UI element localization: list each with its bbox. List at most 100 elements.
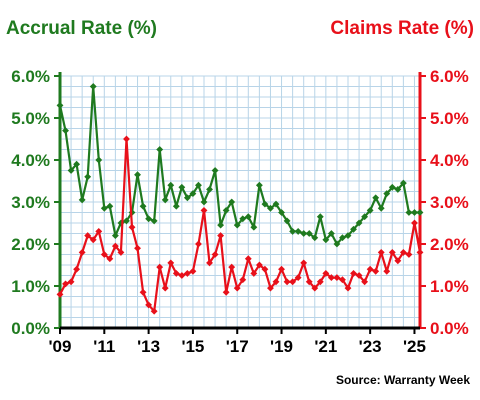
accrual-point: [405, 209, 413, 216]
claims-point: [278, 265, 285, 273]
claims-point: [372, 267, 380, 275]
accrual-point: [283, 217, 291, 225]
claims-point: [178, 272, 186, 279]
accrual-point: [67, 167, 75, 174]
accrual-point: [278, 209, 285, 216]
x-tick-label: '17: [226, 337, 249, 356]
source-note: Source: Warranty Week: [336, 373, 470, 387]
claims-point: [244, 255, 252, 263]
x-tick-label: '13: [137, 337, 160, 356]
claims-point: [255, 261, 263, 269]
claims-point: [316, 278, 324, 286]
claims-point: [294, 274, 302, 282]
accrual-point: [289, 227, 297, 235]
accrual-point: [206, 185, 213, 193]
accrual-point: [200, 198, 208, 206]
right-tick-label: 3.0%: [430, 193, 469, 212]
accrual-point: [84, 173, 92, 181]
accrual-point: [294, 227, 302, 235]
claims-point: [89, 236, 97, 244]
claims-point: [150, 307, 158, 315]
claims-point: [350, 269, 357, 277]
right-tick-label: 2.0%: [430, 235, 469, 254]
left-tick-label: 2.0%: [11, 235, 50, 254]
accrual-point: [350, 225, 357, 233]
accrual-point: [272, 200, 280, 208]
claims-point: [333, 274, 341, 282]
claims-point: [206, 259, 213, 267]
claims-point: [267, 284, 274, 292]
x-tick-label: '09: [49, 337, 72, 356]
accrual-point: [255, 181, 263, 189]
accrual-point: [377, 204, 385, 212]
right-tick-label: 5.0%: [430, 109, 469, 128]
right-tick-label: 1.0%: [430, 277, 469, 296]
claims-point: [78, 248, 86, 256]
accrual-point: [228, 198, 236, 206]
claims-point: [339, 276, 346, 284]
x-tick-label: '21: [314, 337, 337, 356]
claims-point: [222, 288, 230, 296]
accrual-point: [161, 196, 169, 204]
accrual-point: [239, 215, 247, 223]
claims-point: [233, 284, 241, 292]
accrual-point: [411, 209, 418, 216]
accrual-point: [95, 156, 103, 164]
claims-point: [261, 265, 269, 273]
accrual-point: [195, 181, 202, 189]
accrual-point: [261, 200, 269, 208]
claims-point: [377, 248, 385, 256]
right-tick-label: 4.0%: [430, 151, 469, 170]
x-tick-label: '19: [270, 337, 293, 356]
accrual-point: [78, 196, 86, 204]
accrual-point: [311, 234, 319, 242]
claims-point: [327, 274, 335, 282]
claims-point: [84, 232, 92, 240]
left-axis-title: Accrual Rate (%): [6, 18, 157, 39]
accrual-point: [250, 223, 258, 231]
accrual-point: [344, 232, 352, 240]
accrual-point: [222, 206, 230, 214]
accrual-point: [100, 204, 108, 212]
x-tick-label: '11: [93, 337, 115, 356]
claims-point: [394, 257, 402, 265]
accrual-point: [322, 236, 330, 244]
accrual-point: [327, 230, 335, 237]
right-tick-label: 0.0%: [430, 319, 469, 338]
accrual-point: [217, 221, 225, 229]
claims-point: [211, 251, 219, 258]
accrual-point: [300, 230, 308, 237]
x-tick-label: '15: [181, 337, 204, 356]
accrual-point: [172, 202, 180, 210]
claims-point: [62, 280, 69, 288]
claims-point: [161, 284, 169, 292]
accrual-point: [150, 217, 158, 225]
accrual-point: [399, 179, 407, 187]
claims-point: [67, 278, 75, 286]
claims-point: [167, 259, 175, 267]
left-tick-label: 4.0%: [11, 151, 50, 170]
left-tick-label: 5.0%: [11, 109, 50, 128]
accrual-point: [167, 181, 175, 189]
accrual-point: [89, 83, 97, 90]
accrual-point: [106, 202, 114, 210]
accrual-point: [366, 206, 374, 214]
claims-point: [283, 278, 291, 286]
claims-point: [134, 244, 141, 252]
claims-point: [111, 242, 119, 250]
accrual-point: [316, 213, 324, 221]
claims-point: [383, 267, 391, 275]
accrual-point: [416, 209, 424, 216]
accrual-point: [211, 167, 219, 174]
accrual-point: [183, 194, 191, 202]
accrual-point: [388, 183, 396, 191]
claims-point: [250, 269, 258, 277]
accrual-point: [383, 190, 391, 198]
accrual-point: [361, 213, 369, 221]
accrual-point: [145, 215, 153, 223]
claims-point: [183, 269, 191, 277]
right-tick-label: 6.0%: [430, 67, 469, 86]
accrual-point: [56, 101, 64, 109]
claims-point: [411, 219, 418, 227]
